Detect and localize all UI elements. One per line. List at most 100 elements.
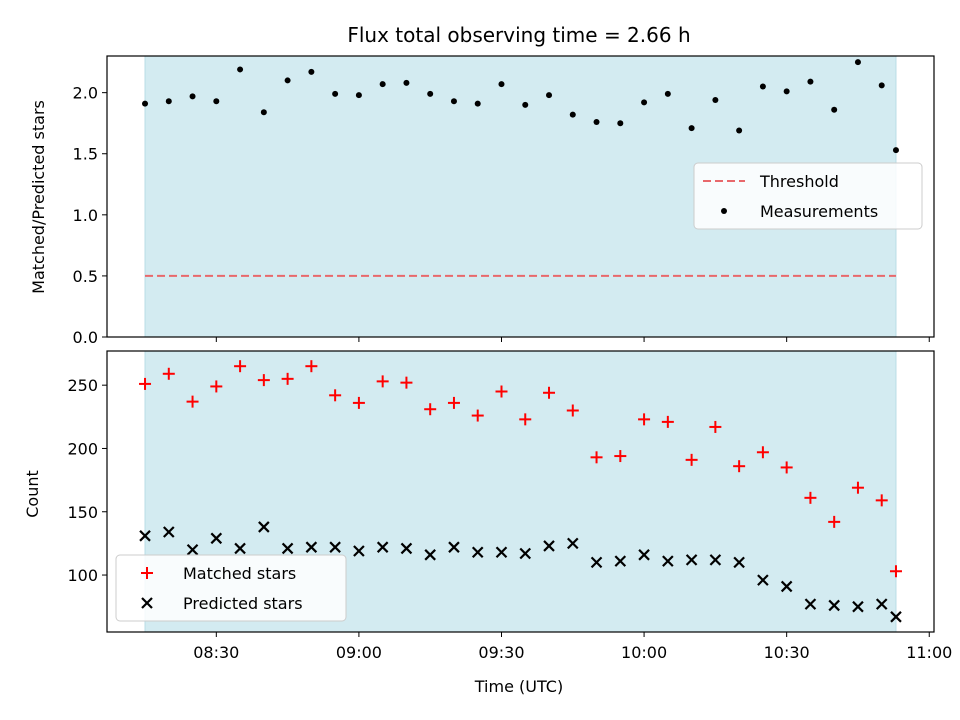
measurement-point <box>355 92 362 99</box>
measurement-point <box>260 109 267 116</box>
bottom-legend: Matched stars Predicted stars <box>115 554 347 622</box>
predicted-star-point <box>448 541 460 553</box>
measurement-point <box>165 98 172 105</box>
measurement-point <box>878 82 885 89</box>
predicted-star-point <box>305 541 318 553</box>
legend-predicted-swatch <box>141 597 153 609</box>
bottom-y-tick-label: 200 <box>67 439 98 458</box>
top-plot-frame <box>106 55 935 338</box>
matched-star-point <box>780 461 793 474</box>
matched-star-point <box>733 460 746 473</box>
x-axis-label: Time (UTC) <box>474 677 563 696</box>
predicted-star-point <box>234 542 246 555</box>
predicted-star-point <box>258 521 270 533</box>
matched-star-point <box>257 374 270 387</box>
measurement-point <box>854 59 861 66</box>
predicted-star-point <box>353 545 365 557</box>
measurement-point <box>142 100 149 107</box>
bottom-x-tick-label: 09:00 <box>336 643 382 662</box>
top-y-tick-label: 0.5 <box>73 267 98 286</box>
measurement-point <box>593 118 600 125</box>
measurement-point <box>284 77 291 84</box>
matched-star-point <box>543 386 556 399</box>
matched-star-point <box>424 403 437 416</box>
bottom-y-tick-label: 250 <box>67 376 98 395</box>
predicted-star-point <box>471 546 484 559</box>
measurement-point <box>569 111 576 118</box>
bottom-plot-frame <box>106 350 935 633</box>
matched-star-point <box>376 375 389 388</box>
measurement-point <box>308 68 315 75</box>
measurement-point <box>892 147 899 154</box>
bottom-x-tick-label: 11:00 <box>906 643 952 662</box>
matched-star-point <box>804 491 817 504</box>
matched-star-point <box>828 515 841 528</box>
matched-star-point <box>661 415 674 428</box>
legend-predicted-label: Predicted stars <box>183 594 303 613</box>
measurement-point <box>688 125 695 132</box>
matched-star-point <box>638 413 651 426</box>
measurement-point <box>807 78 814 85</box>
measurement-point <box>237 66 244 73</box>
predicted-star-point <box>210 532 223 545</box>
measurement-point <box>522 101 529 108</box>
predicted-star-point <box>139 530 151 542</box>
predicted-star-point <box>186 543 199 556</box>
predicted-star-point <box>543 540 555 552</box>
matched-star-point <box>519 413 532 426</box>
legend-threshold-label: Threshold <box>759 172 839 191</box>
predicted-star-point <box>852 600 864 613</box>
predicted-star-point <box>638 549 650 561</box>
predicted-star-point <box>709 554 722 566</box>
legend-measurements-swatch <box>721 208 727 214</box>
predicted-star-point <box>733 556 745 569</box>
predicted-star-point <box>329 541 341 553</box>
predicted-star-point <box>890 611 902 623</box>
predicted-star-point <box>590 556 603 569</box>
matched-star-point <box>400 376 413 389</box>
measurement-point <box>427 90 434 97</box>
bottom-x-tick-label: 08:30 <box>193 643 239 662</box>
predicted-star-point <box>828 599 840 612</box>
predicted-star-point <box>567 537 579 550</box>
measurement-point <box>332 90 339 97</box>
measurement-point <box>831 106 838 113</box>
matched-star-point <box>590 451 603 464</box>
predicted-star-point <box>662 555 674 567</box>
matched-star-point <box>709 420 722 433</box>
predicted-star-point <box>685 554 698 566</box>
measurement-point <box>783 88 790 95</box>
predicted-star-point <box>804 598 817 610</box>
top-y-tick-label: 0.0 <box>73 328 98 347</box>
matched-star-point <box>471 409 484 422</box>
bottom-y-tick-label: 150 <box>67 503 98 522</box>
legend-matched-label: Matched stars <box>183 564 296 583</box>
matched-star-point <box>139 377 152 390</box>
measurement-point <box>403 79 410 86</box>
matched-star-point <box>329 389 342 402</box>
matched-star-point <box>495 385 508 398</box>
measurement-point <box>759 83 766 90</box>
measurement-point <box>712 96 719 103</box>
matched-star-point <box>685 453 698 466</box>
matched-star-point <box>566 404 579 417</box>
matched-star-point <box>851 481 864 494</box>
matched-star-point <box>281 372 294 385</box>
measurement-point <box>664 90 671 97</box>
predicted-star-point <box>400 542 413 555</box>
bottom-x-tick-label: 10:30 <box>764 643 810 662</box>
measurement-point <box>379 81 386 88</box>
bottom-x-tick-label: 09:30 <box>478 643 524 662</box>
top-legend: Threshold Measurements <box>693 162 923 230</box>
top-y-tick-label: 2.0 <box>73 84 98 103</box>
predicted-star-point <box>519 547 532 560</box>
predicted-star-point <box>875 598 888 610</box>
predicted-star-point <box>614 555 627 567</box>
matched-star-point <box>186 395 199 408</box>
matched-star-point <box>614 450 627 463</box>
predicted-star-point <box>495 546 508 559</box>
bottom-y-tick-label: 100 <box>67 566 98 585</box>
measurement-point <box>546 92 553 99</box>
bottom-x-tick-label: 10:00 <box>621 643 667 662</box>
